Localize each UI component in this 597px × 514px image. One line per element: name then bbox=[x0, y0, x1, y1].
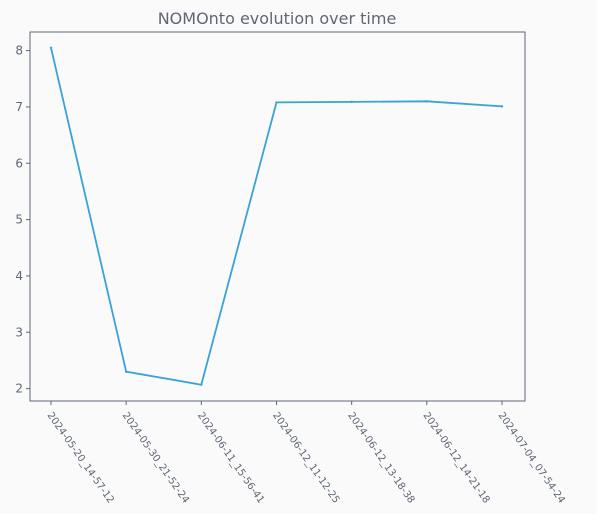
x-tick-label: 2024-06-12_13-18-38 bbox=[345, 410, 416, 505]
plot-frame bbox=[29, 31, 526, 402]
y-tick-label: 6 bbox=[15, 156, 23, 170]
y-axis: 2 3 4 5 6 7 8 bbox=[15, 44, 30, 396]
x-tick-label: 2024-06-12_11-12-25 bbox=[270, 410, 341, 505]
x-tick-label: 2024-06-11_15-56-41 bbox=[195, 410, 266, 505]
x-axis: 2024-05-20_14-57-12 2024-05-30_21-52-24 20… bbox=[45, 401, 567, 506]
data-point bbox=[275, 101, 278, 104]
x-tick-label: 2024-06-12_14-21-18 bbox=[420, 410, 491, 505]
data-point bbox=[425, 100, 429, 103]
y-tick-label: 7 bbox=[15, 100, 23, 114]
data-point bbox=[200, 383, 203, 386]
x-tick-label: 2024-07-04_07-54-24 bbox=[496, 410, 567, 505]
series-line bbox=[50, 47, 503, 386]
y-tick-label: 8 bbox=[15, 44, 23, 58]
series-layer bbox=[49, 46, 504, 386]
y-tick-label: 2 bbox=[15, 382, 23, 396]
data-point bbox=[500, 105, 504, 108]
data-point bbox=[49, 46, 53, 49]
y-tick-label: 3 bbox=[15, 325, 23, 339]
data-point bbox=[350, 100, 353, 104]
chart-title: NOMOnto evolution over time bbox=[158, 9, 397, 28]
y-tick-label: 5 bbox=[15, 213, 23, 227]
x-tick-label: 2024-05-30_21-52-24 bbox=[120, 410, 191, 505]
y-tick-label: 4 bbox=[15, 269, 23, 283]
data-point bbox=[124, 370, 128, 373]
x-tick-label: 2024-05-20_14-57-12 bbox=[45, 410, 116, 505]
